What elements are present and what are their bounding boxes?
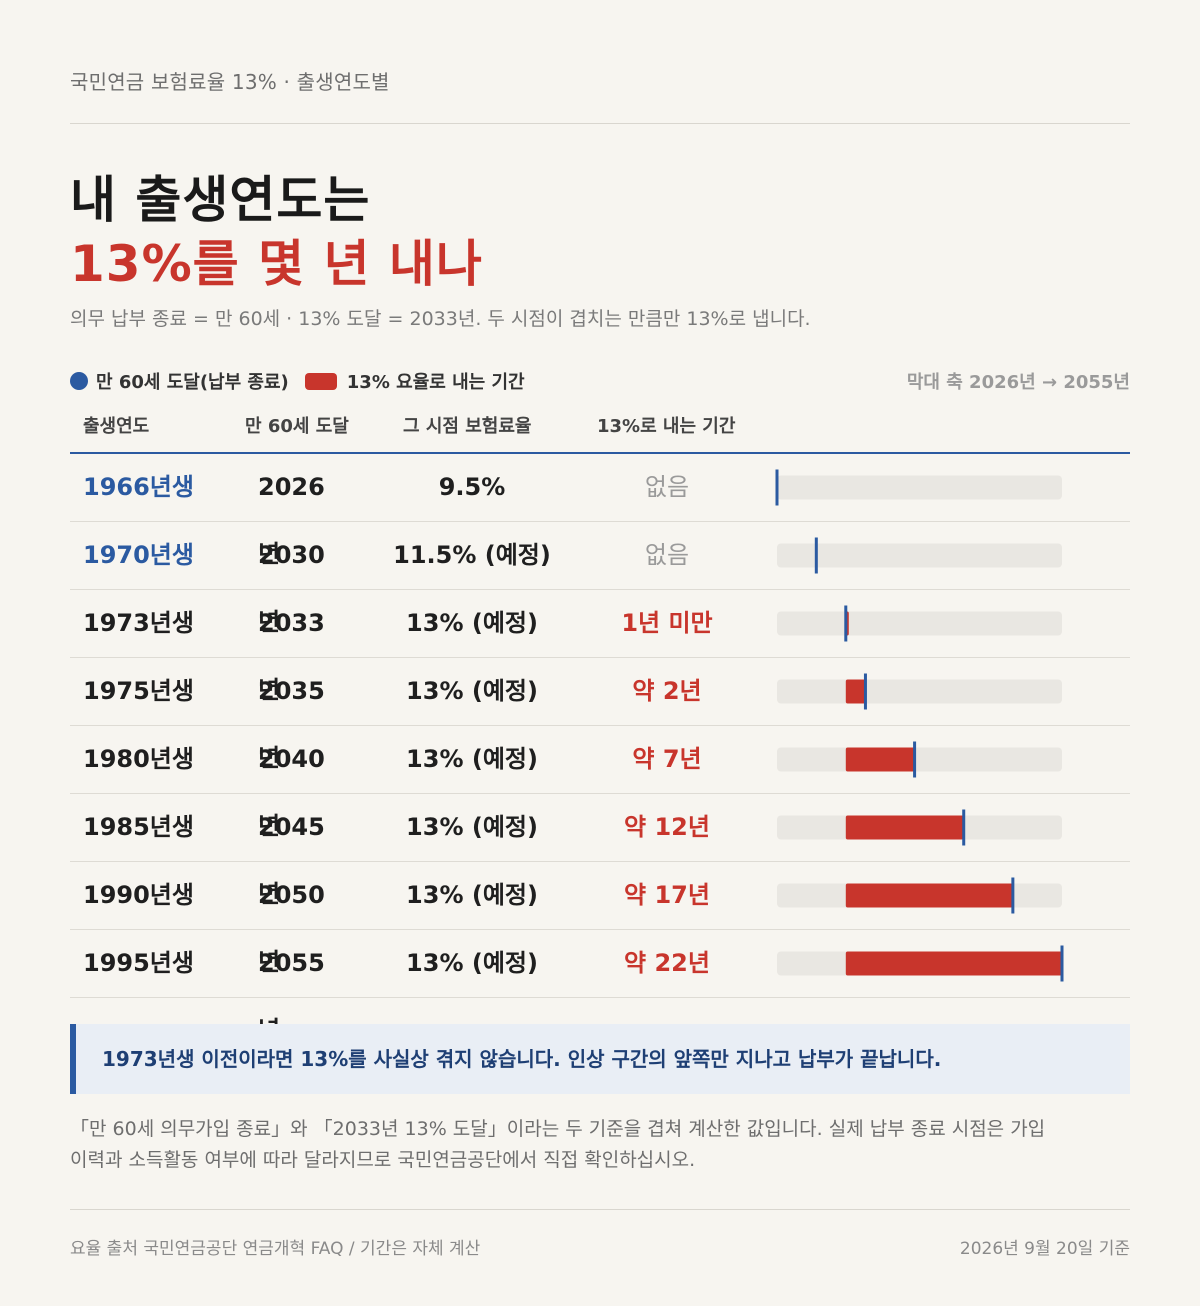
column-header-period: 13%로 내는 기간	[597, 416, 736, 437]
period-bar	[845, 679, 866, 704]
page-title-line1: 내 출생연도는	[70, 171, 371, 229]
birth-year-cell: 1970년생	[83, 541, 194, 569]
legend-bar-swatch	[304, 372, 337, 390]
reach-60-cell: 2030년	[258, 541, 325, 636]
birth-year-cell: 1985년생	[83, 813, 194, 841]
birth-year-cell: 1966년생	[83, 473, 194, 501]
column-header-reach: 만 60세 도달	[245, 416, 349, 437]
rate-cell: 13% (예정)	[406, 813, 538, 841]
header-divider	[70, 452, 1130, 454]
footnote-line2: 이력과 소득활동 여부에 따라 달라지므로 국민연금공단에서 직접 확인하십시오…	[70, 1149, 696, 1171]
page-title-line2: 13%를 몇 년 내나	[70, 235, 483, 293]
bar-track	[777, 611, 1062, 636]
age60-marker	[913, 741, 917, 778]
age60-marker	[844, 605, 848, 642]
callout-box: 1973년생 이전이라면 13%를 사실상 겪지 않습니다. 인상 구간의 앞쪽…	[70, 1024, 1130, 1094]
table-row: 1995년생 2055년 13% (예정) 약 22년	[70, 930, 1130, 1044]
reach-60-cell: 2045년	[258, 813, 325, 908]
birth-year-cell: 1980년생	[83, 745, 194, 773]
period-cell: 약 2년	[632, 677, 702, 705]
table-row: 1966년생 2026년 9.5% 없음	[70, 454, 1130, 568]
table-row: 1985년생 2045년 13% (예정) 약 12년	[70, 794, 1130, 908]
table-header: 출생연도 만 60세 도달 그 시점 보험료율 13%로 내는 기간	[70, 410, 1130, 440]
reach-60-cell: 2026년	[258, 473, 325, 568]
period-bar-chart	[777, 673, 1062, 710]
reach-60-cell: 2050년	[258, 881, 325, 976]
age60-marker	[863, 673, 867, 710]
period-bar-chart	[777, 537, 1062, 574]
birth-year-cell: 1973년생	[83, 609, 194, 637]
age60-marker	[1060, 945, 1064, 982]
period-cell: 약 22년	[624, 949, 710, 977]
birth-year-cell: 1975년생	[83, 677, 194, 705]
rate-cell: 11.5% (예정)	[393, 541, 551, 569]
legend: 만 60세 도달(납부 종료) 13% 요율로 내는 기간	[70, 366, 525, 396]
reach-60-cell: 2055년	[258, 949, 325, 1044]
callout-text: 1973년생 이전이라면 13%를 사실상 겪지 않습니다. 인상 구간의 앞쪽…	[102, 1047, 942, 1071]
table-row: 1980년생 2040년 13% (예정) 약 7년	[70, 726, 1130, 840]
rate-cell: 13% (예정)	[406, 881, 538, 909]
period-bar-chart	[777, 741, 1062, 778]
period-cell: 1년 미만	[621, 609, 713, 637]
footnote-line1: 「만 60세 의무가입 종료」와 「2033년 13% 도달」이라는 두 기준을…	[70, 1118, 1046, 1140]
column-header-birth: 출생연도	[83, 416, 150, 437]
period-bar-chart	[777, 605, 1062, 642]
data-table: 1966년생 2026년 9.5% 없음 1970년생 2030년 11.5% (예정) 없음…	[70, 454, 1130, 1044]
reach-60-cell: 2040년	[258, 745, 325, 840]
period-bar-chart	[775, 469, 1062, 506]
period-cell: 없음	[644, 473, 690, 501]
table-row: 1990년생 2050년 13% (예정) 약 17년	[70, 862, 1130, 976]
footnote: 「만 60세 의무가입 종료」와 「2033년 13% 도달」이라는 두 기준을…	[70, 1114, 1130, 1176]
source-note: 요율 출처 국민연금공단 연금개혁 FAQ / 기간은 자체 계산	[70, 1239, 481, 1259]
table-row: 1975년생 2035년 13% (예정) 약 2년	[70, 658, 1130, 772]
birth-year-cell: 1990년생	[83, 881, 194, 909]
period-cell: 약 7년	[632, 745, 702, 773]
reach-60-cell: 2035년	[258, 677, 325, 772]
date-note: 2026년 9월 20일 기준	[959, 1239, 1130, 1259]
period-bar-chart	[777, 945, 1064, 982]
period-cell: 약 12년	[624, 813, 710, 841]
kicker: 국민연금 보험료율 13% · 출생연도별	[70, 70, 390, 94]
table-row: 1973년생 2033년 13% (예정) 1년 미만	[70, 590, 1130, 704]
bar-track	[777, 543, 1062, 568]
axis-note: 막대 축 2026년 → 2055년	[906, 372, 1130, 393]
age60-marker	[775, 469, 779, 506]
period-bar	[845, 815, 964, 840]
rate-cell: 9.5%	[438, 473, 506, 501]
age60-marker	[962, 809, 966, 846]
table-row: 1970년생 2030년 11.5% (예정) 없음	[70, 522, 1130, 636]
legend-bar-label: 13% 요율로 내는 기간	[346, 372, 525, 393]
bottom-divider	[70, 1209, 1130, 1210]
age60-marker	[1011, 877, 1015, 914]
legend-dot-marker	[70, 372, 88, 390]
bar-track	[777, 679, 1062, 704]
period-bar	[845, 883, 1013, 908]
age60-marker	[814, 537, 818, 574]
period-cell: 없음	[644, 541, 690, 569]
rate-cell: 13% (예정)	[406, 949, 538, 977]
subtitle: 의무 납부 종료 = 만 60세 · 13% 도달 = 2033년. 두 시점이…	[70, 308, 811, 330]
bar-track	[777, 747, 1062, 772]
reach-60-cell: 2033년	[258, 609, 325, 704]
rate-cell: 13% (예정)	[406, 745, 538, 773]
legend-dot-label: 만 60세 도달(납부 종료)	[96, 372, 289, 393]
period-bar	[845, 747, 915, 772]
rate-cell: 13% (예정)	[406, 677, 538, 705]
bar-track	[777, 475, 1062, 500]
period-bar-chart	[777, 809, 1062, 846]
rate-cell: 13% (예정)	[406, 609, 538, 637]
period-bar	[845, 951, 1062, 976]
column-header-rate: 그 시점 보험료율	[403, 416, 532, 437]
top-divider	[70, 123, 1130, 124]
period-bar-chart	[777, 877, 1062, 914]
birth-year-cell: 1995년생	[83, 949, 194, 977]
period-cell: 약 17년	[624, 881, 710, 909]
